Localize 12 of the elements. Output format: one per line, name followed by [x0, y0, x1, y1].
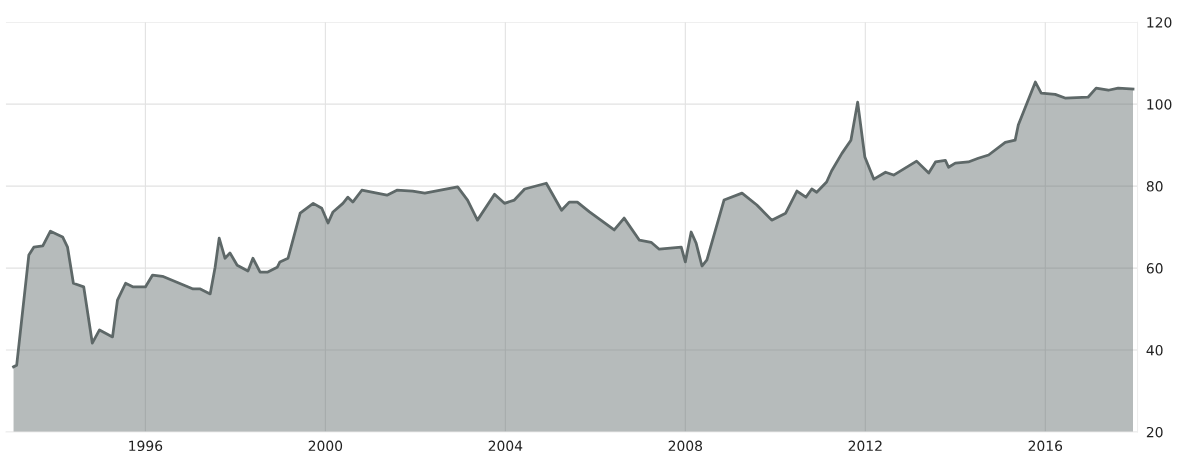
x-tick-label: 2016 — [1028, 440, 1063, 452]
x-tick-label: 2012 — [848, 440, 882, 452]
y-tick-label: 120 — [1147, 17, 1172, 28]
y-tick-label: 40 — [1146, 345, 1163, 356]
x-tick-label: 2004 — [488, 440, 523, 452]
y-tick-label: 100 — [1147, 99, 1172, 110]
x-tick-label: 2008 — [668, 440, 703, 452]
x-tick-label: 1996 — [129, 440, 163, 452]
y-tick-label: 60 — [1146, 263, 1163, 274]
y-tick-label: 80 — [1146, 181, 1163, 192]
y-tick-label: 20 — [1146, 426, 1163, 438]
x-tick-label: 2000 — [308, 440, 343, 452]
